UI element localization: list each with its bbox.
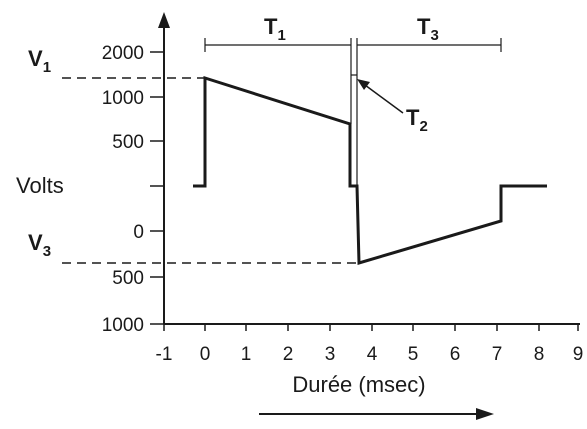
x-axis-title: Durée (msec) xyxy=(292,372,425,397)
x-tick-label: 7 xyxy=(492,344,503,365)
v1-label: V1 xyxy=(28,46,51,76)
y-tick-label: 500 xyxy=(112,132,144,153)
y-tick-label: 500 xyxy=(112,268,144,289)
x-tick-label: 3 xyxy=(325,344,336,365)
y-tick-labels: 2000 1000 500 0 500 1000 xyxy=(102,43,144,336)
y-axis-arrow xyxy=(158,12,170,28)
y-tick-label: 1000 xyxy=(102,88,144,109)
t2-label: T2 xyxy=(406,105,428,135)
t2-pointer-line xyxy=(364,84,404,114)
x-tick-label: 6 xyxy=(450,344,461,365)
x-tick-label: 0 xyxy=(200,344,211,365)
x-tick-label: 2 xyxy=(283,344,294,365)
x-tick-label: 8 xyxy=(534,344,545,365)
x-tick-label: -1 xyxy=(156,344,173,365)
x-ticks xyxy=(163,324,579,331)
x-tick-label: 5 xyxy=(408,344,419,365)
y-tick-label: 1000 xyxy=(102,315,144,336)
time-direction-arrow xyxy=(476,408,494,420)
voltage-waveform xyxy=(193,75,547,265)
v3-label: V3 xyxy=(28,230,51,260)
t2-pointer-arrowhead xyxy=(357,79,370,90)
y-tick-label: 0 xyxy=(133,222,144,243)
x-tick-label: 1 xyxy=(241,344,252,365)
x-tick-label: 9 xyxy=(573,344,584,365)
y-axis-title: Volts xyxy=(16,173,64,198)
t3-label: T3 xyxy=(417,14,439,44)
x-tick-label: 4 xyxy=(367,344,378,365)
x-tick-labels: -1 0 1 2 3 4 5 6 7 8 9 xyxy=(156,344,584,365)
time-span-indicators xyxy=(204,38,502,186)
t1-label: T1 xyxy=(264,14,286,44)
y-ticks xyxy=(150,51,164,325)
y-tick-label: 2000 xyxy=(102,43,144,64)
